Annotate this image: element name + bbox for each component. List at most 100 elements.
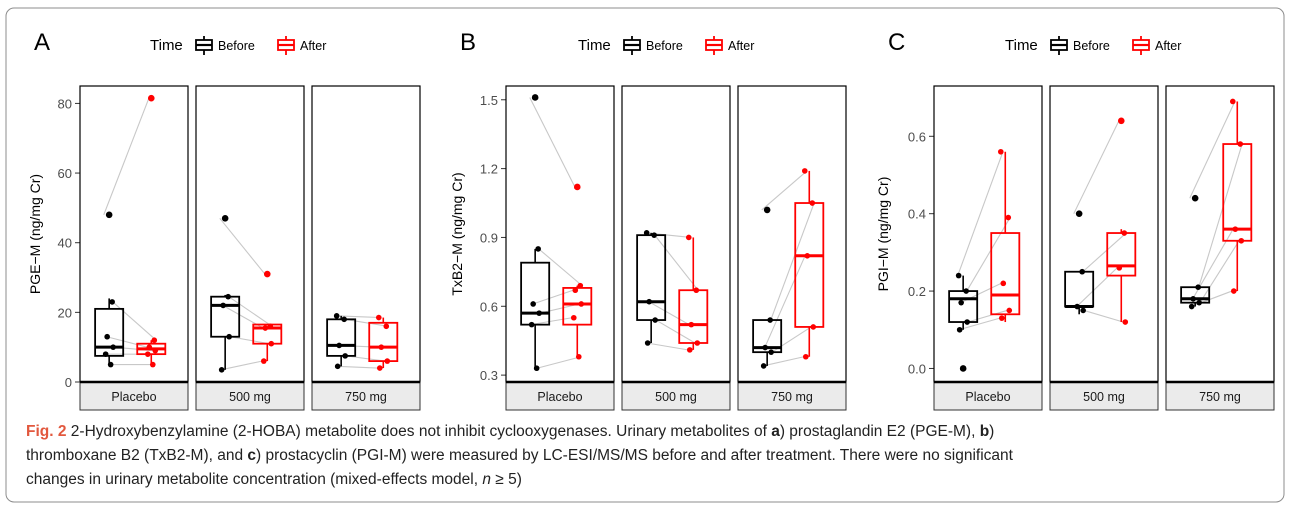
y-tick-label: 0.6	[908, 129, 926, 144]
box-iqr	[1106, 232, 1137, 277]
data-point	[688, 321, 695, 328]
data-point	[767, 317, 773, 323]
data-point	[956, 326, 963, 333]
caption-text-4: thromboxane B2 (TxB2-M), and	[26, 447, 248, 464]
data-point	[573, 183, 581, 191]
pair-connector	[335, 315, 381, 319]
facet-strip-label: 500 mg	[655, 390, 697, 404]
box-iqr	[948, 290, 979, 323]
pair-connector	[958, 317, 1001, 331]
pair-connector	[646, 342, 688, 351]
facet-750-mg: 750 mg	[1165, 85, 1275, 411]
y-tick-label: 0.3	[480, 368, 498, 383]
data-point	[570, 314, 577, 321]
caption-line-2: thromboxane B2 (TxB2-M), and c) prostacy…	[26, 444, 1266, 468]
data-point	[1238, 237, 1245, 244]
data-point	[336, 342, 342, 349]
y-tick-label: 1.5	[480, 93, 498, 108]
y-tick-label: 0.4	[908, 207, 926, 222]
legend-entry: After	[1155, 39, 1181, 53]
data-point	[530, 301, 536, 307]
data-point	[147, 94, 155, 102]
y-tick-label: 80	[58, 96, 72, 111]
caption-n-symbol: n	[482, 471, 491, 488]
y-tick-label: 0.9	[480, 230, 498, 245]
box-before	[948, 272, 979, 372]
legend: Time Before After	[150, 36, 326, 55]
data-point	[263, 270, 271, 278]
pair-connector	[1198, 143, 1243, 288]
data-point	[531, 94, 539, 101]
data-point	[802, 353, 809, 360]
caption-letter-c: c	[247, 447, 257, 464]
box-before	[752, 206, 783, 369]
facet-strip	[933, 381, 1043, 411]
data-point	[383, 323, 390, 330]
pair-connector	[529, 97, 576, 188]
data-point	[1191, 194, 1199, 202]
data-point	[643, 230, 650, 236]
data-point	[267, 323, 274, 330]
y-tick-label: 20	[58, 305, 72, 320]
facet-strip	[311, 381, 421, 411]
data-point	[225, 293, 231, 300]
data-point	[109, 299, 115, 305]
data-point	[768, 349, 774, 355]
data-point	[107, 361, 114, 368]
pair-connector	[1073, 120, 1120, 214]
data-point	[333, 313, 340, 319]
data-point	[342, 353, 348, 359]
data-point	[810, 324, 817, 330]
legend-entry: Before	[1073, 39, 1110, 53]
data-point	[104, 333, 110, 340]
data-point	[110, 344, 116, 350]
box-iqr	[326, 318, 357, 357]
pair-connector	[220, 360, 262, 371]
facet-plot-area	[505, 85, 615, 383]
pair-connector	[957, 151, 1004, 276]
box-iqr	[252, 323, 283, 345]
legend-entry: Before	[646, 39, 683, 53]
data-point	[646, 298, 652, 305]
data-point	[694, 340, 701, 346]
data-point	[651, 232, 657, 238]
box-iqr	[636, 234, 667, 321]
legend: Time Before After	[1005, 36, 1181, 55]
data-point	[384, 358, 391, 364]
pair-connector	[530, 317, 572, 326]
box-before	[636, 230, 667, 346]
data-point	[572, 287, 579, 294]
data-point	[1229, 98, 1236, 105]
data-point	[575, 353, 582, 360]
facet-plot-area	[737, 85, 847, 383]
caption-text-2: ) prostaglandin E2 (PGE-M),	[779, 423, 980, 440]
caption-text-7: ≥ 5)	[490, 471, 522, 488]
data-point	[1190, 296, 1196, 302]
caption-text-6: changes in urinary metabolite concentrat…	[26, 471, 483, 488]
pair-connector	[764, 255, 806, 348]
y-tick-label: 0.6	[480, 299, 498, 314]
data-point	[149, 361, 156, 368]
legend-entry: After	[728, 39, 754, 53]
pair-connector	[648, 301, 690, 326]
panel-letter: B	[460, 29, 476, 56]
box-iqr	[210, 295, 241, 338]
data-point	[341, 316, 347, 323]
y-tick-label: 0	[65, 375, 72, 390]
data-point	[809, 200, 816, 206]
facet-strip-label: 750 mg	[345, 390, 387, 404]
data-point	[578, 301, 585, 307]
pair-connector	[336, 365, 378, 369]
box-iqr	[794, 202, 825, 328]
pair-connector	[770, 202, 815, 321]
data-point	[997, 148, 1004, 155]
pair-connector	[966, 217, 1011, 292]
data-point	[375, 314, 382, 321]
data-point	[1117, 117, 1125, 125]
data-point	[528, 321, 535, 328]
data-point	[218, 367, 225, 373]
pair-connector	[655, 319, 696, 344]
data-point	[577, 282, 584, 289]
facet-strip	[737, 381, 847, 411]
pair-connector	[536, 356, 582, 369]
